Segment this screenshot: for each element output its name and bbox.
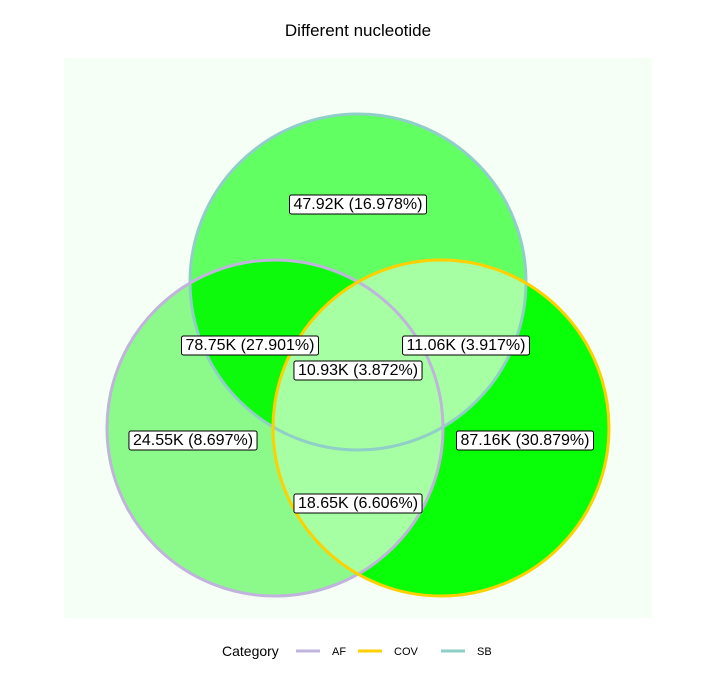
outline-af bbox=[105, 258, 445, 598]
legend-label-cov: COV bbox=[394, 646, 419, 658]
region-label-text: 18.65K (6.606%) bbox=[298, 495, 418, 512]
region-label-box bbox=[128, 430, 258, 451]
region-label-text: 87.16K (30.879%) bbox=[461, 432, 590, 449]
region-label-af: 24.55K (8.697%) bbox=[128, 430, 258, 451]
set-outlines bbox=[105, 112, 611, 598]
legend: Category AF COV SB bbox=[222, 643, 492, 659]
region-label-box bbox=[456, 430, 594, 451]
region-label-cov-sb: 11.06K (3.917%) bbox=[402, 335, 530, 356]
region-label-text: 10.93K (3.872%) bbox=[298, 362, 418, 379]
region-label-box bbox=[293, 493, 423, 514]
region-label-sb: 47.92K (16.978%) bbox=[289, 194, 427, 215]
region-label-box bbox=[402, 335, 530, 356]
region-label-text: 47.92K (16.978%) bbox=[294, 196, 423, 213]
region-label-box bbox=[289, 194, 427, 215]
region-labels: 47.92K (16.978%) 78.75K (27.901%) 11.06K (… bbox=[128, 194, 594, 514]
region-label-af-sb: 78.75K (27.901%) bbox=[181, 335, 319, 356]
region-label-text: 11.06K (3.917%) bbox=[407, 337, 526, 354]
region-label-af-cov-sb: 10.93K (3.872%) bbox=[293, 360, 423, 381]
region-label-af-cov: 18.65K (6.606%) bbox=[293, 493, 423, 514]
chart-title: Different nucleotide bbox=[285, 21, 431, 40]
region-label-box bbox=[293, 360, 423, 381]
region-label-text: 78.75K (27.901%) bbox=[186, 337, 315, 354]
region-label-box bbox=[181, 335, 319, 356]
legend-label-sb: SB bbox=[477, 646, 492, 658]
region-label-text: 24.55K (8.697%) bbox=[133, 432, 253, 449]
outline-cov bbox=[271, 258, 611, 598]
region-label-cov: 87.16K (30.879%) bbox=[456, 430, 594, 451]
legend-title: Category bbox=[222, 643, 279, 659]
legend-label-af: AF bbox=[332, 646, 346, 658]
